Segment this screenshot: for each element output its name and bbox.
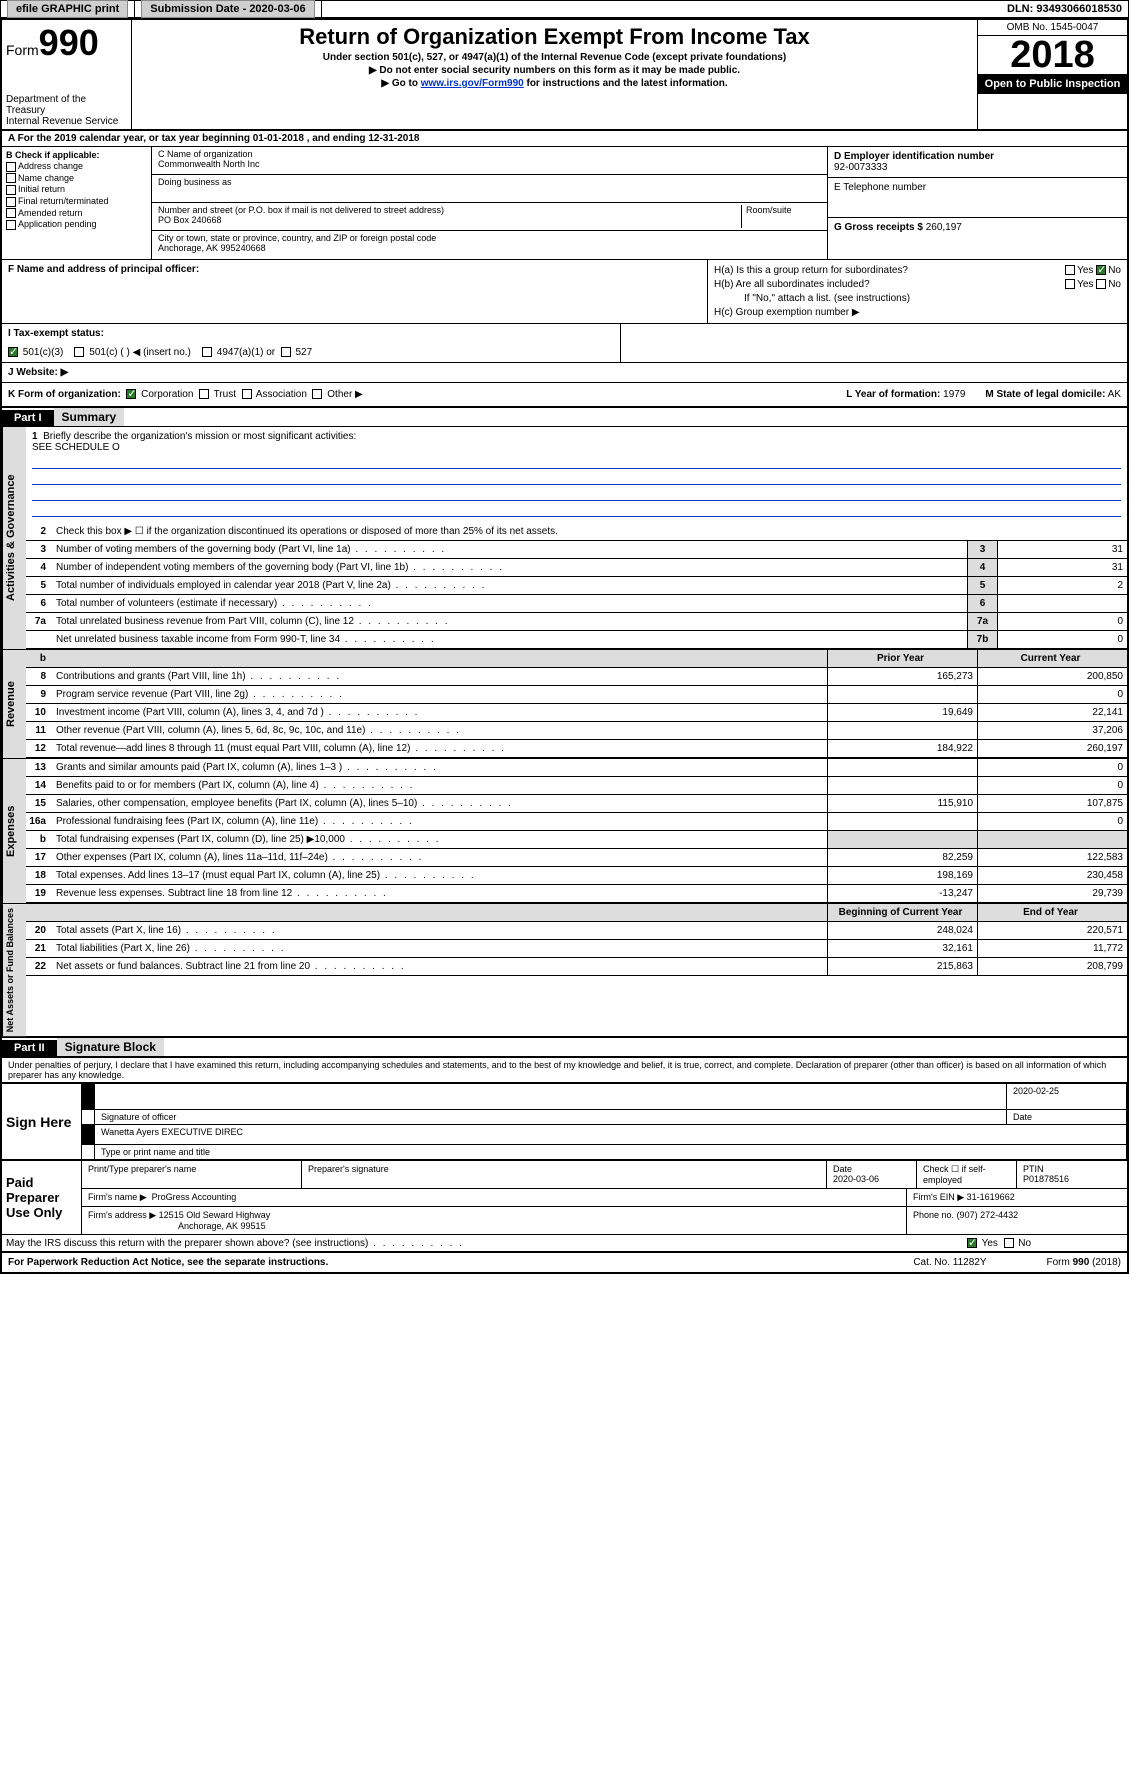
- summary-expenses: Expenses 13 Grants and similar amounts p…: [2, 758, 1127, 903]
- summary-governance: Activities & Governance 1 Briefly descri…: [2, 427, 1127, 649]
- box-g: G Gross receipts $ 260,197: [828, 218, 1127, 237]
- data-line: 18 Total expenses. Add lines 13–17 (must…: [26, 867, 1127, 885]
- row-i-j: I Tax-exempt status: 501(c)(3) 501(c) ( …: [2, 324, 1127, 363]
- box-f: F Name and address of principal officer:: [2, 260, 707, 323]
- firm-phone: (907) 272-4432: [957, 1210, 1019, 1220]
- sign-here-label: Sign Here: [2, 1084, 82, 1159]
- gov-line: 6 Total number of volunteers (estimate i…: [26, 595, 1127, 613]
- gov-line: 4 Number of independent voting members o…: [26, 559, 1127, 577]
- section-f-h: F Name and address of principal officer:…: [2, 260, 1127, 324]
- data-line: 12 Total revenue—add lines 8 through 11 …: [26, 740, 1127, 758]
- section-b-to-g: B Check if applicable: Address change Na…: [2, 147, 1127, 260]
- vert-expenses: Expenses: [2, 759, 26, 903]
- officer-name: Wanetta Ayers EXECUTIVE DIREC: [95, 1125, 1127, 1144]
- data-line: 17 Other expenses (Part IX, column (A), …: [26, 849, 1127, 867]
- form-container: Form990 Department of the Treasury Inter…: [0, 18, 1129, 1274]
- row-k: K Form of organization: Corporation Trus…: [2, 383, 1127, 408]
- box-h: H(a) Is this a group return for subordin…: [707, 260, 1127, 323]
- form-title: Return of Organization Exempt From Incom…: [136, 24, 973, 50]
- data-line: 22 Net assets or fund balances. Subtract…: [26, 958, 1127, 976]
- year-formation: 1979: [943, 389, 965, 400]
- gov-line: 3 Number of voting members of the govern…: [26, 541, 1127, 559]
- org-city: Anchorage, AK 995240668: [158, 243, 821, 253]
- open-public-badge: Open to Public Inspection: [978, 74, 1127, 94]
- vert-netassets: Net Assets or Fund Balances: [2, 904, 26, 1036]
- cat-no: Cat. No. 11282Y: [913, 1257, 986, 1268]
- ptin: P01878516: [1023, 1174, 1069, 1184]
- data-line: 11 Other revenue (Part VIII, column (A),…: [26, 722, 1127, 740]
- efile-label: efile GRAPHIC print: [1, 1, 135, 17]
- form-ref: Form 990 (2018): [1047, 1257, 1121, 1268]
- paid-preparer-label: Paid Preparer Use Only: [2, 1161, 82, 1234]
- box-b: B Check if applicable: Address change Na…: [2, 147, 152, 259]
- firm-addr2: Anchorage, AK 99515: [88, 1221, 266, 1231]
- row-j: J Website: ▶: [2, 363, 1127, 383]
- org-address: PO Box 240668: [158, 215, 741, 225]
- box-c: C Name of organization Commonwealth Nort…: [152, 147, 827, 259]
- state-domicile: AK: [1108, 389, 1121, 400]
- form-header: Form990 Department of the Treasury Inter…: [2, 20, 1127, 131]
- firm-addr1: 12515 Old Seward Highway: [159, 1210, 271, 1220]
- gov-line: 5 Total number of individuals employed i…: [26, 577, 1127, 595]
- ein: 92-0073333: [834, 162, 1121, 173]
- submission-date: Submission Date - 2020-03-06: [135, 1, 321, 17]
- dept-treasury: Department of the Treasury: [6, 94, 127, 116]
- summary-revenue: Revenue b Prior Year Current Year 8 Cont…: [2, 649, 1127, 758]
- org-name: Commonwealth North Inc: [158, 159, 821, 169]
- tax-year: 2018: [978, 36, 1127, 74]
- top-bar: efile GRAPHIC print Submission Date - 20…: [0, 0, 1129, 18]
- gross-receipts: 260,197: [926, 222, 962, 233]
- gov-line: 7a Total unrelated business revenue from…: [26, 613, 1127, 631]
- form990-link[interactable]: www.irs.gov/Form990: [421, 78, 524, 89]
- data-line: 20 Total assets (Part X, line 16) 248,02…: [26, 922, 1127, 940]
- gov-line: Net unrelated business taxable income fr…: [26, 631, 1127, 649]
- form-number: 990: [39, 22, 99, 63]
- discuss-row: May the IRS discuss this return with the…: [2, 1234, 1127, 1252]
- data-line: 13 Grants and similar amounts paid (Part…: [26, 759, 1127, 777]
- sign-here-block: Sign Here 2020-02-25 Signature of office…: [2, 1082, 1127, 1159]
- data-line: 8 Contributions and grants (Part VIII, l…: [26, 668, 1127, 686]
- paid-preparer-block: Paid Preparer Use Only Print/Type prepar…: [2, 1159, 1127, 1234]
- data-line: b Total fundraising expenses (Part IX, c…: [26, 831, 1127, 849]
- dln: DLN: 93493066018530: [1001, 1, 1128, 17]
- part-2-header: Part IISignature Block: [2, 1036, 1127, 1057]
- subtitle-2: ▶ Do not enter social security numbers o…: [136, 65, 973, 76]
- data-line: 10 Investment income (Part VIII, column …: [26, 704, 1127, 722]
- data-line: 19 Revenue less expenses. Subtract line …: [26, 885, 1127, 903]
- form-footer: For Paperwork Reduction Act Notice, see …: [2, 1252, 1127, 1272]
- part-1-header: Part ISummary: [2, 408, 1127, 427]
- irs-label: Internal Revenue Service: [6, 116, 127, 127]
- vert-governance: Activities & Governance: [2, 427, 26, 649]
- data-line: 14 Benefits paid to or for members (Part…: [26, 777, 1127, 795]
- box-d: D Employer identification number 92-0073…: [828, 147, 1127, 178]
- box-e: E Telephone number: [828, 178, 1127, 218]
- paperwork-notice: For Paperwork Reduction Act Notice, see …: [8, 1257, 328, 1268]
- summary-netassets: Net Assets or Fund Balances Beginning of…: [2, 903, 1127, 1036]
- data-line: 16a Professional fundraising fees (Part …: [26, 813, 1127, 831]
- form-label: Form: [6, 42, 39, 58]
- data-line: 9 Program service revenue (Part VIII, li…: [26, 686, 1127, 704]
- prep-date: 2020-03-06: [833, 1174, 879, 1184]
- mission-answer: SEE SCHEDULE O: [32, 442, 120, 453]
- subtitle-1: Under section 501(c), 527, or 4947(a)(1)…: [136, 52, 973, 63]
- perjury-text: Under penalties of perjury, I declare th…: [2, 1057, 1127, 1082]
- firm-ein: 31-1619662: [967, 1192, 1015, 1202]
- data-line: 21 Total liabilities (Part X, line 26) 3…: [26, 940, 1127, 958]
- data-line: 15 Salaries, other compensation, employe…: [26, 795, 1127, 813]
- firm-name: ProGress Accounting: [152, 1192, 237, 1202]
- subtitle-3: ▶ Go to www.irs.gov/Form990 for instruct…: [136, 78, 973, 89]
- period-line: A For the 2019 calendar year, or tax yea…: [2, 131, 1127, 147]
- vert-revenue: Revenue: [2, 650, 26, 758]
